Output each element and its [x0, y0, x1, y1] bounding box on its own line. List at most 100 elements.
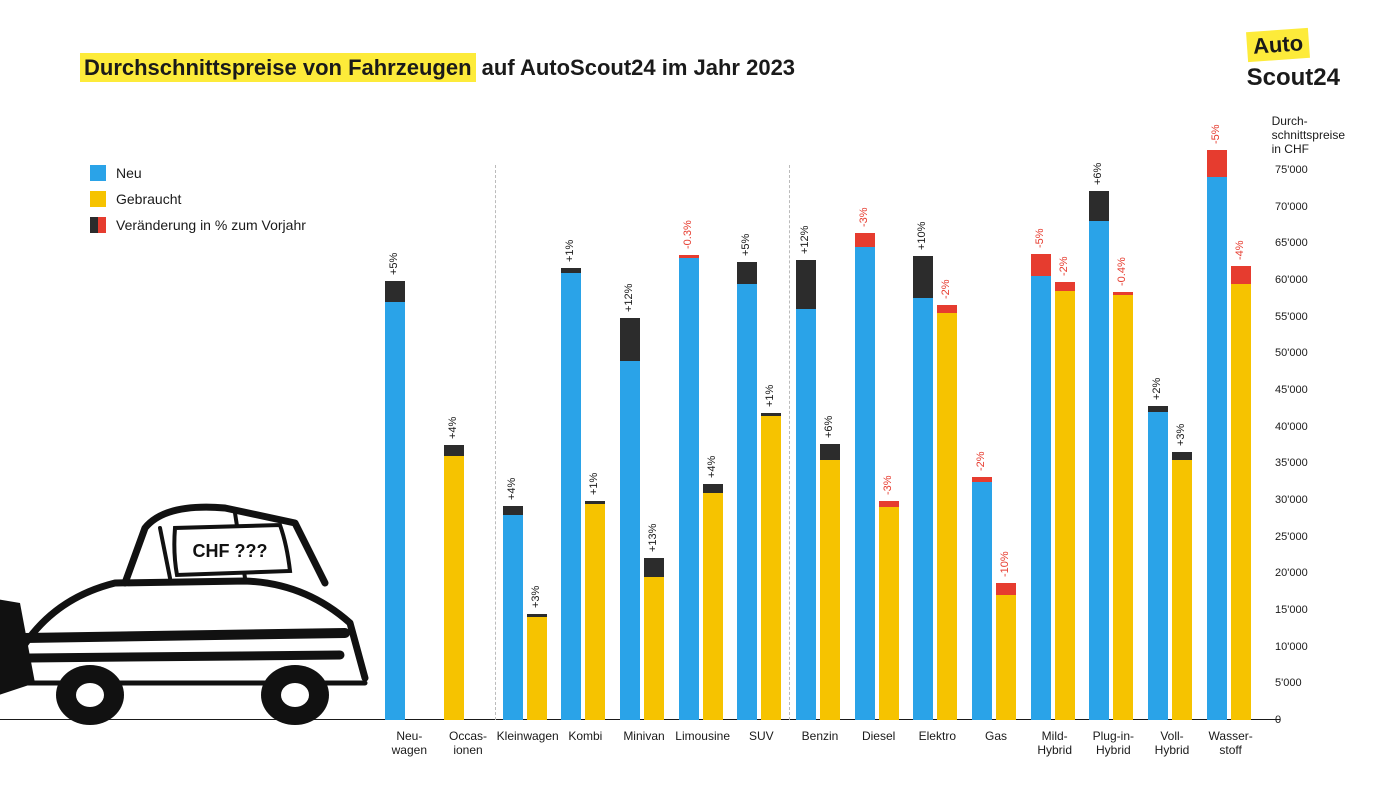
- pct-label: +12%: [623, 283, 635, 311]
- pct-label: -5%: [1034, 229, 1046, 249]
- y-tick: 35'000: [1275, 457, 1370, 469]
- x-label: Plug-in-Hybrid: [1083, 730, 1143, 758]
- legend-item-neu: Neu: [90, 165, 306, 181]
- pct-label: +1%: [588, 472, 600, 494]
- bar-gebraucht: -0.4%: [1113, 292, 1133, 720]
- pct-label: -5%: [1210, 125, 1222, 145]
- pct-label: +5%: [388, 253, 400, 275]
- pct-label: +12%: [799, 226, 811, 254]
- y-tick: 60'000: [1275, 274, 1370, 286]
- logo: Auto Scout24: [1247, 30, 1340, 90]
- x-label: Minivan: [614, 730, 674, 744]
- bar-gebraucht: -3%: [879, 501, 899, 720]
- y-tick: 40'000: [1275, 421, 1370, 433]
- swatch-change: [90, 217, 106, 233]
- y-tick: 10'000: [1275, 641, 1370, 653]
- x-label: Kleinwagen: [497, 730, 557, 744]
- x-label: Neu-wagen: [379, 730, 439, 758]
- x-label: Gas: [966, 730, 1026, 744]
- title-rest: auf AutoScout24 im Jahr 2023: [476, 55, 796, 80]
- pct-label: +1%: [564, 240, 576, 262]
- pct-label: +4%: [506, 478, 518, 500]
- x-label: Kombi: [555, 730, 615, 744]
- y-tick: 50'000: [1275, 347, 1370, 359]
- pct-label: +4%: [706, 455, 718, 477]
- pct-label: -0.3%: [682, 220, 694, 249]
- legend-item-change: Veränderung in % zum Vorjahr: [90, 217, 306, 233]
- pct-label: +10%: [916, 222, 928, 250]
- x-label: SUV: [731, 730, 791, 744]
- bar-gebraucht: +4%: [444, 445, 464, 720]
- bar-neu: -5%: [1031, 254, 1051, 720]
- swatch-gebraucht: [90, 191, 106, 207]
- x-label: Voll-Hybrid: [1142, 730, 1202, 758]
- pct-label: +3%: [530, 586, 542, 608]
- y-axis-title: Durch-schnittspreisein CHF: [1272, 115, 1345, 156]
- group-separator: [789, 165, 790, 720]
- bar-neu: +4%: [503, 506, 523, 720]
- legend-label: Neu: [116, 165, 142, 181]
- legend-item-gebraucht: Gebraucht: [90, 191, 306, 207]
- bar-neu: -0.3%: [679, 255, 699, 720]
- x-label: Occas-ionen: [438, 730, 498, 758]
- x-label: Elektro: [907, 730, 967, 744]
- bar-neu: +12%: [620, 318, 640, 720]
- bar-pair: +1%+1%: [561, 268, 605, 720]
- bar-pair: +6%-0.4%: [1089, 191, 1133, 720]
- y-tick: 5'000: [1275, 677, 1370, 689]
- x-label: Wasser-stoff: [1201, 730, 1261, 758]
- pct-label: -3%: [882, 475, 894, 495]
- y-tick: 65'000: [1275, 237, 1370, 249]
- pct-label: -4%: [1234, 241, 1246, 261]
- bar-pair: -3%-3%: [855, 233, 899, 720]
- pct-label: +2%: [1151, 378, 1163, 400]
- y-tick: 25'000: [1275, 531, 1370, 543]
- bar-gebraucht: +4%: [703, 484, 723, 720]
- bar-gebraucht: +1%: [585, 501, 605, 720]
- bar-neu: +1%: [561, 268, 581, 720]
- bar-gebraucht: +3%: [527, 614, 547, 720]
- bar-gebraucht: +3%: [1172, 452, 1192, 720]
- y-tick: 15'000: [1275, 604, 1370, 616]
- bar-pair: +4%: [444, 445, 464, 720]
- bar-gebraucht: -10%: [996, 583, 1016, 720]
- pct-label: +4%: [447, 417, 459, 439]
- bar-neu: +5%: [385, 281, 405, 720]
- bar-pair: -2%-10%: [972, 477, 1016, 720]
- pct-label: +5%: [740, 234, 752, 256]
- y-tick: 45'000: [1275, 384, 1370, 396]
- bar-pair: +12%+13%: [620, 318, 664, 720]
- legend-label: Gebraucht: [116, 191, 181, 207]
- bar-neu: -3%: [855, 233, 875, 720]
- x-label: Limousine: [673, 730, 733, 744]
- bar-gebraucht: +1%: [761, 413, 781, 720]
- bar-neu: +6%: [1089, 191, 1109, 720]
- legend-label: Veränderung in % zum Vorjahr: [116, 217, 306, 233]
- x-label: Diesel: [849, 730, 909, 744]
- bar-neu: +2%: [1148, 406, 1168, 720]
- bar-gebraucht: -2%: [937, 305, 957, 720]
- bar-neu: +10%: [913, 256, 933, 720]
- bar-neu: +5%: [737, 262, 757, 720]
- legend: Neu Gebraucht Veränderung in % zum Vorja…: [90, 165, 306, 243]
- y-tick: 70'000: [1275, 201, 1370, 213]
- pct-label: -2%: [975, 451, 987, 471]
- pct-label: -0.4%: [1116, 257, 1128, 286]
- pct-label: -3%: [858, 207, 870, 227]
- page-title: Durchschnittspreise von Fahrzeugen auf A…: [80, 55, 795, 81]
- swatch-neu: [90, 165, 106, 181]
- y-tick: 75'000: [1275, 164, 1370, 176]
- bar-pair: -0.3%+4%: [679, 255, 723, 720]
- x-label: Benzin: [790, 730, 850, 744]
- y-tick: 55'000: [1275, 311, 1370, 323]
- bar-pair: +5%: [385, 281, 405, 720]
- car-illustration: CHF ???: [0, 473, 375, 733]
- y-tick: 20'000: [1275, 567, 1370, 579]
- logo-line2: Scout24: [1247, 66, 1340, 90]
- bar-pair: +4%+3%: [503, 506, 547, 720]
- bar-pair: -5%-4%: [1207, 150, 1251, 720]
- title-highlight: Durchschnittspreise von Fahrzeugen: [80, 53, 476, 82]
- pct-label: -2%: [1058, 257, 1070, 277]
- bar-gebraucht: +13%: [644, 558, 664, 720]
- bar-pair: +2%+3%: [1148, 406, 1192, 720]
